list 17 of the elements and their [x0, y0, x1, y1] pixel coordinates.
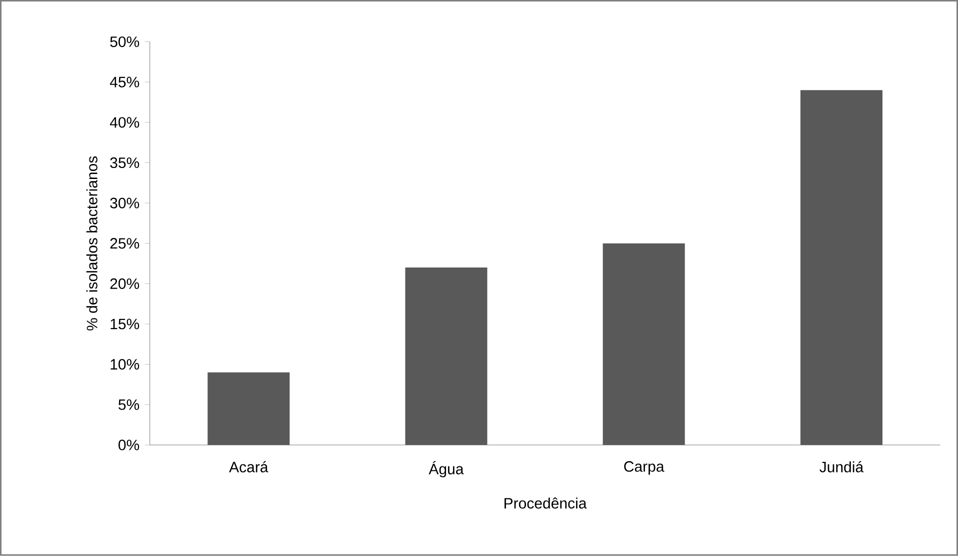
y-tick-label: 25% — [110, 238, 140, 249]
y-tick-label: 5% — [118, 399, 140, 410]
y-tick-label: 20% — [110, 278, 140, 290]
y-tick-label: 0% — [118, 440, 140, 450]
y-tick-label: 30% — [110, 198, 140, 208]
x-tick-label: Jundiá — [820, 461, 864, 472]
y-tick-label: 15% — [110, 318, 140, 330]
x-axis-title: Procedência — [504, 498, 587, 509]
y-tick-label: 45% — [110, 76, 140, 88]
y-tick-label: 10% — [110, 359, 140, 370]
x-tick-label: Acará — [229, 461, 268, 472]
x-tick-label: Carpa — [624, 461, 664, 475]
y-tick-label: 40% — [110, 117, 140, 128]
y-tick-label: 50% — [110, 36, 140, 48]
y-tick-label: 35% — [110, 158, 140, 168]
y-axis-title: % de isolados bacterianos — [86, 156, 98, 331]
x-tick-label: Água — [428, 461, 464, 478]
